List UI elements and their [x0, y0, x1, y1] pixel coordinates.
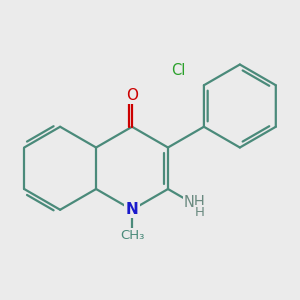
Text: O: O: [126, 88, 138, 103]
Text: NH: NH: [184, 195, 206, 210]
Text: Cl: Cl: [171, 63, 185, 78]
Text: CH₃: CH₃: [120, 229, 144, 242]
Text: H: H: [195, 206, 205, 219]
Text: N: N: [126, 202, 138, 217]
